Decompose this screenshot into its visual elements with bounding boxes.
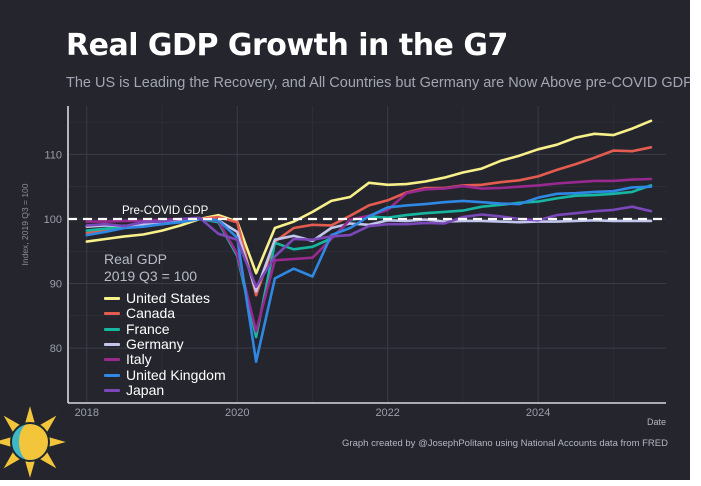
y-tick-label: 80 (50, 343, 62, 355)
legend-label: France (126, 320, 170, 337)
axes (67, 106, 666, 404)
legend-item-canada: Canada (104, 306, 226, 321)
legend-label: United Kingdom (126, 366, 226, 383)
reference-line-label: Pre-COVID GDP (122, 205, 209, 217)
legend-swatch (104, 327, 120, 331)
legend-label: Germany (126, 336, 184, 353)
legend-item-france: France (104, 320, 226, 337)
legend-item-united-states: United States (104, 291, 226, 306)
legend-swatch (104, 388, 120, 392)
x-axis-title: Date (647, 417, 666, 427)
y-tick-label: 110 (44, 149, 62, 161)
y-axis-title: Index, 2019 Q3 = 100 (20, 183, 30, 265)
sun-icon (0, 406, 66, 478)
legend-label: Canada (126, 305, 176, 322)
y-tick-label: 90 (50, 279, 62, 291)
legend: United States Canada France Germany Ital… (104, 291, 226, 398)
line-chart: Pre-COVID GDP 80 90 100 110 2018 2020 2022 2024… (20, 106, 666, 427)
legend-title-line-1: Real GDP (104, 251, 168, 267)
y-tick-label: 100 (44, 214, 62, 226)
legend-label: Japan (126, 381, 165, 398)
legend-swatch (104, 312, 120, 316)
legend-swatch (104, 343, 120, 347)
legend-label: United States (126, 290, 211, 307)
legend-title-line-2: 2019 Q3 = 100 (104, 268, 198, 284)
x-tick-label: 2022 (375, 407, 399, 419)
x-tick-label: 2018 (75, 407, 99, 419)
legend-item-japan: Japan (104, 381, 226, 398)
axis-labels: 80 90 100 110 2018 2020 2022 2024 Index, 2019 Q3… (20, 149, 666, 427)
grid (68, 106, 666, 403)
series-line-united-states (85, 119, 653, 275)
legend-swatch (104, 297, 120, 301)
x-tick-label: 2024 (526, 407, 550, 419)
legend-label: Italy (126, 351, 152, 368)
chart-card: Real GDP Growth in the G7 The US is Lead… (0, 0, 690, 480)
legend-item-united-kingdom: United Kingdom (104, 367, 226, 382)
legend-swatch (104, 358, 120, 362)
chart-subtitle: The US is Leading the Recovery, and All … (66, 75, 690, 91)
legend-item-germany: Germany (104, 337, 226, 352)
x-tick-label: 2020 (225, 407, 249, 419)
legend-item-italy: Italy (104, 352, 226, 367)
chart-title: Real GDP Growth in the G7 (66, 28, 508, 63)
source-credit: Graph created by @JosephPolitano using N… (342, 438, 668, 449)
reference-line-group: Pre-COVID GDP (68, 205, 666, 221)
legend-title: Real GDP 2019 Q3 = 100 (104, 251, 197, 285)
series-line-united-kingdom (85, 185, 653, 364)
legend-swatch (104, 373, 120, 377)
